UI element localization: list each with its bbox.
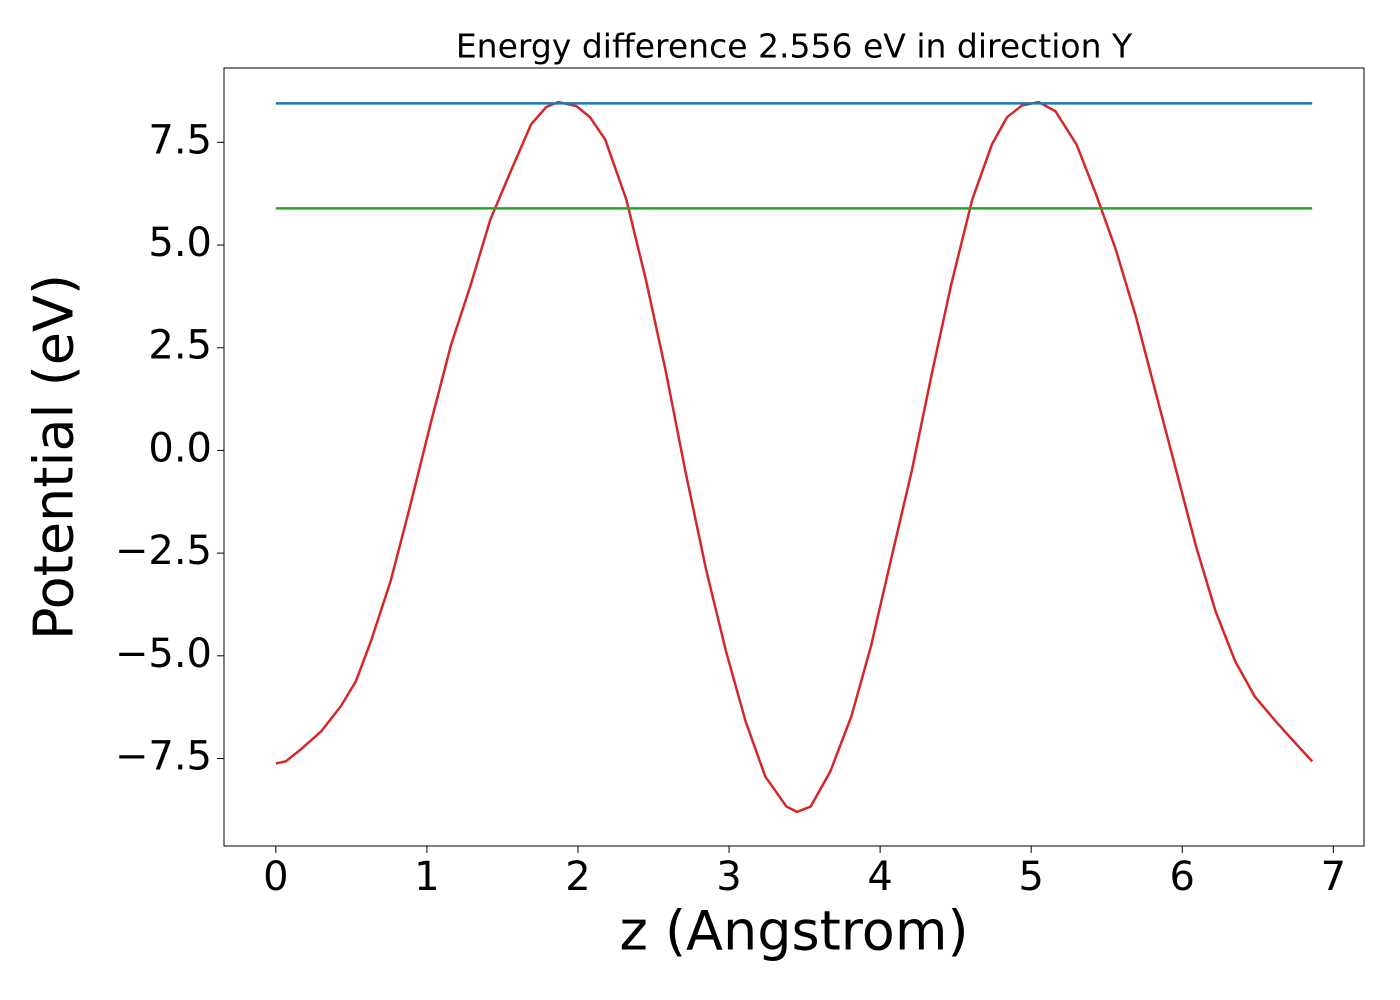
y-tick-label: −2.5 [115, 528, 212, 574]
x-tick-label: 5 [1018, 854, 1043, 900]
x-tick-label: 7 [1321, 854, 1346, 900]
x-axis-label: z (Angstrom) [619, 900, 968, 963]
data-line [275, 100, 1314, 814]
plot-frame [223, 67, 1365, 847]
x-tick-label: 3 [716, 854, 741, 900]
y-tick-label: 5.0 [148, 220, 212, 266]
y-tick-label: 2.5 [148, 323, 212, 369]
x-tick-label: 0 [263, 854, 288, 900]
x-tick-label: 4 [867, 854, 892, 900]
y-tick-label: 7.5 [148, 117, 212, 163]
y-tick-label: 0.0 [148, 425, 212, 471]
y-tick-label: −5.0 [115, 631, 212, 677]
x-tick-label: 1 [414, 854, 439, 900]
x-tick-label: 2 [565, 854, 590, 900]
y-axis-label: Potential (eV) [23, 274, 86, 640]
chart-title: Energy difference 2.556 eV in direction … [456, 27, 1133, 66]
y-tick-label: −7.5 [115, 734, 212, 780]
x-tick-label: 6 [1170, 854, 1195, 900]
